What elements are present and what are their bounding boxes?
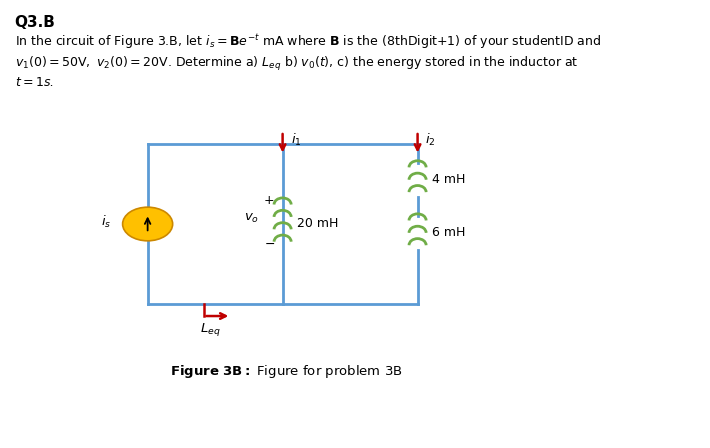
Text: $\mathbf{Figure\ 3B:}$ Figure for problem 3B: $\mathbf{Figure\ 3B:}$ Figure for proble… — [170, 363, 402, 380]
Text: 20 mH: 20 mH — [297, 217, 339, 230]
Text: $i_1$: $i_1$ — [290, 132, 301, 148]
Circle shape — [123, 207, 173, 241]
Text: $i_s$: $i_s$ — [101, 214, 111, 230]
Text: $+$: $+$ — [263, 194, 275, 207]
Text: $L_{eq}$: $L_{eq}$ — [200, 321, 221, 338]
Text: $v_o$: $v_o$ — [244, 212, 260, 225]
Text: In the circuit of Figure 3.B, let $i_s = \mathbf{B}e^{-t}$ mA where $\mathbf{B}$: In the circuit of Figure 3.B, let $i_s =… — [15, 33, 601, 52]
Text: $i_2$: $i_2$ — [425, 132, 436, 148]
Text: 4 mH: 4 mH — [432, 173, 466, 186]
Text: Q3.B: Q3.B — [15, 15, 55, 30]
Text: 6 mH: 6 mH — [432, 226, 466, 239]
Text: $-$: $-$ — [263, 237, 275, 250]
Text: $t{=}1s$.: $t{=}1s$. — [15, 76, 54, 89]
Text: $v_1(0) = 50\mathrm{V},\ v_2(0) = 20\mathrm{V}$. Determine a) $L_{eq}$ b) $v_0(t: $v_1(0) = 50\mathrm{V},\ v_2(0) = 20\mat… — [15, 55, 578, 73]
